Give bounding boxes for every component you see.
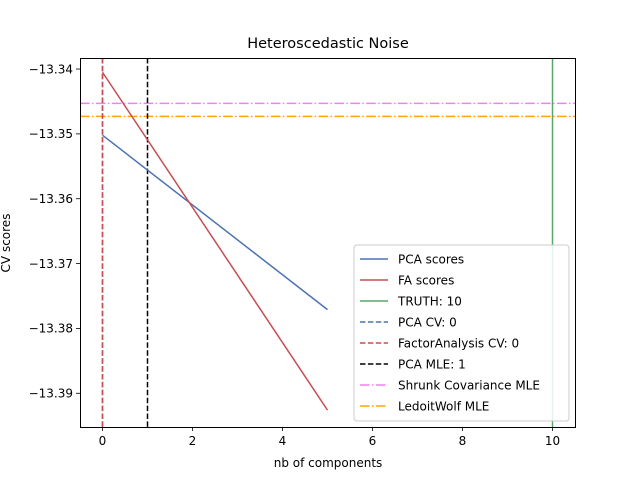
x-axis-label: nb of components bbox=[274, 456, 383, 470]
y-axis-label: CV scores bbox=[0, 214, 13, 273]
legend-entry-fa-scores: FA scores bbox=[398, 273, 454, 287]
x-tick-label: 6 bbox=[369, 434, 377, 448]
x-tick-label: 8 bbox=[459, 434, 467, 448]
pca-scores-line bbox=[102, 134, 328, 311]
legend-entry-pca-cv-0: PCA CV: 0 bbox=[398, 315, 457, 329]
x-tick-label: 2 bbox=[189, 434, 197, 448]
plot-frame bbox=[80, 58, 576, 428]
legend-entry-shrunk-covariance-mle: Shrunk Covariance MLE bbox=[398, 378, 540, 392]
legend-entry-truth-10: TRUTH: 10 bbox=[397, 294, 462, 308]
legend-box bbox=[353, 244, 570, 422]
x-axis: 0 2 4 6 8 10 bbox=[99, 427, 560, 448]
legend-entry-factoranalysis-cv-0: FactorAnalysis CV: 0 bbox=[398, 336, 519, 350]
y-tick-label: −13.34 bbox=[29, 62, 73, 76]
fa-scores-line bbox=[101, 71, 329, 411]
y-tick-label: −13.35 bbox=[29, 127, 73, 141]
chart-title: Heteroscedastic Noise bbox=[247, 36, 409, 52]
x-tick-label: 10 bbox=[545, 434, 560, 448]
legend: PCA scores FA scores TRUTH: 10 PCA CV: 0 Fac… bbox=[353, 244, 570, 422]
y-tick-label: −13.39 bbox=[29, 387, 73, 401]
legend-entry-pca-mle-1: PCA MLE: 1 bbox=[398, 357, 466, 371]
y-tick-label: −13.37 bbox=[29, 257, 73, 271]
y-tick-label: −13.38 bbox=[29, 322, 73, 336]
y-tick-label: −13.36 bbox=[29, 192, 73, 206]
legend-entry-pca-scores: PCA scores bbox=[398, 252, 464, 266]
y-axis: −13.34 −13.35 −13.36 −13.37 −13.38 −13.39 bbox=[29, 62, 80, 401]
x-tick-label: 4 bbox=[279, 434, 287, 448]
x-tick-label: 0 bbox=[99, 434, 107, 448]
legend-entry-ledoitwolf-mle: LedoitWolf MLE bbox=[398, 399, 489, 413]
